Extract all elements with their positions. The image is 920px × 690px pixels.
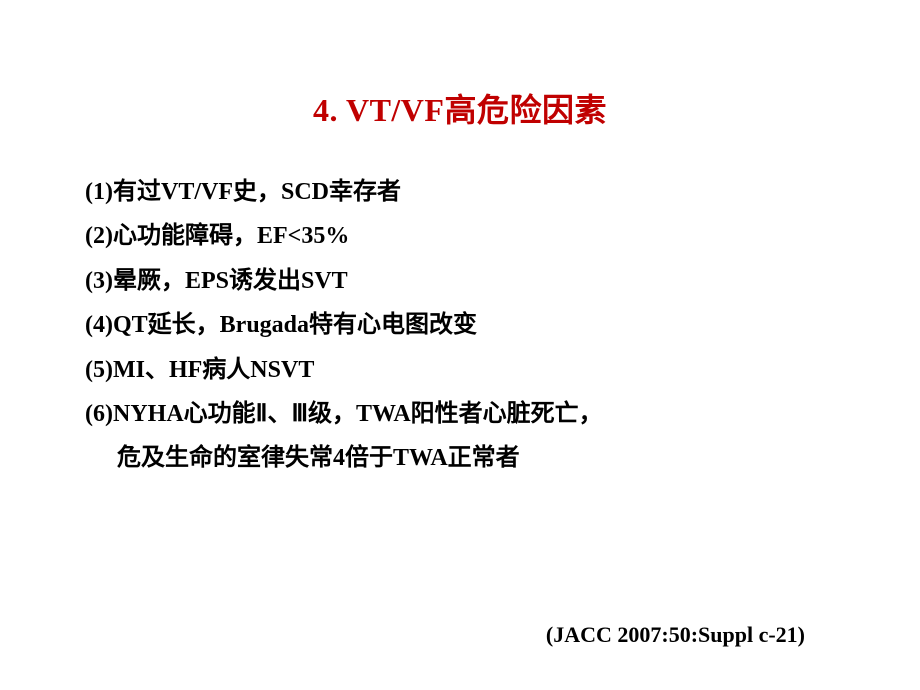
- slide: 4. VT/VF高危险因素 (1)有过VT/VF史，SCD幸存者 (2)心功能障…: [0, 0, 920, 690]
- list-item: (2)心功能障碍，EF<35%: [85, 214, 845, 258]
- slide-body: (1)有过VT/VF史，SCD幸存者 (2)心功能障碍，EF<35% (3)晕厥…: [85, 170, 845, 481]
- citation-text: (JACC 2007:50:Suppl c-21): [546, 622, 805, 648]
- list-item: (5)MI、HF病人NSVT: [85, 348, 845, 392]
- list-item: (4)QT延长，Brugada特有心电图改变: [85, 303, 845, 347]
- list-item: (1)有过VT/VF史，SCD幸存者: [85, 170, 845, 214]
- list-item-continuation: 危及生命的室律失常4倍于TWA正常者: [85, 436, 845, 480]
- list-item: (6)NYHA心功能Ⅱ、Ⅲ级，TWA阳性者心脏死亡，: [85, 392, 845, 436]
- slide-title: 4. VT/VF高危险因素: [0, 85, 920, 131]
- list-item: (3)晕厥，EPS诱发出SVT: [85, 259, 845, 303]
